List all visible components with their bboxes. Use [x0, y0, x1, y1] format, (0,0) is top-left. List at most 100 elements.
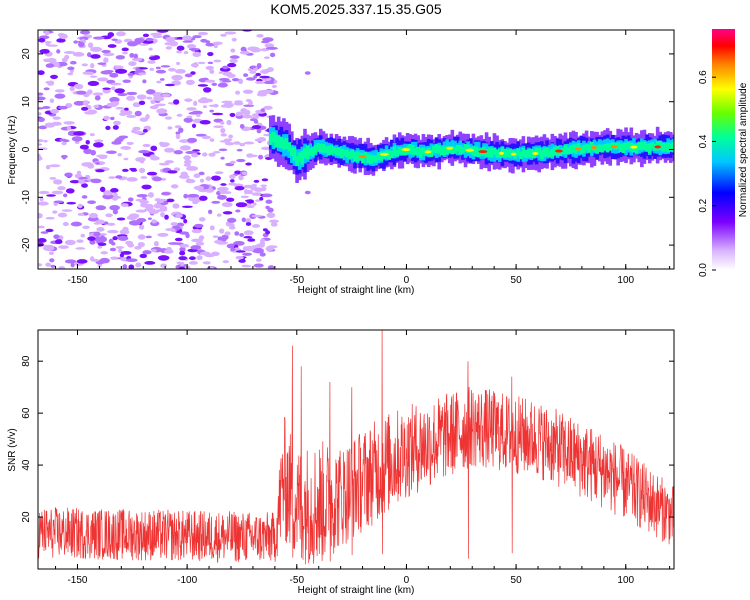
spectrogram-signal-cell	[568, 145, 573, 154]
spectrogram-noise-blob	[246, 199, 255, 204]
spectrogram-noise-blob	[230, 48, 236, 53]
spectrogram-noise-blob	[116, 217, 126, 221]
snr-ytick-label: 20	[21, 511, 32, 523]
spectrogram-noise-blob	[218, 228, 225, 234]
spectrogram-signal-cell	[576, 143, 581, 152]
spectrogram-noise-blob	[149, 67, 155, 71]
spectrogram-signal-cell	[642, 141, 647, 150]
spectrogram-noise-blob	[62, 155, 67, 160]
spectrogram-noise-blob	[114, 88, 125, 94]
spectrogram-noise-blob	[127, 243, 135, 248]
spectrogram-noise-blob	[224, 141, 235, 146]
spectrogram-noise-blob	[134, 110, 142, 117]
spectrogram-noise-blob	[178, 127, 184, 133]
spectrogram-noise-blob	[38, 92, 44, 96]
spectrogram-noise-blob	[45, 216, 55, 220]
spectrogram-noise-blob	[89, 239, 96, 245]
spectrogram-noise-blob	[243, 104, 255, 107]
spectrogram-noise-blob	[113, 65, 122, 70]
spectrogram-noise-blob	[205, 176, 212, 181]
spectrogram-noise-blob	[109, 247, 117, 252]
spectrogram-noise-blob	[123, 110, 133, 116]
spectrogram-noise-blob	[107, 229, 119, 234]
spectrogram-noise-blob	[93, 104, 100, 109]
spectrogram-noise-blob	[236, 158, 246, 163]
spectrogram-signal-cell	[363, 152, 368, 159]
spectrogram-noise-blob	[128, 220, 141, 226]
spectrogram-ytick-label: 10	[21, 96, 32, 108]
snr-marks	[38, 330, 674, 565]
spectrogram-noise-blob	[178, 266, 185, 269]
snr-xtick-label: 0	[404, 575, 410, 586]
spectrogram-noise-blob	[236, 148, 243, 152]
spectrogram-noise-blob	[50, 108, 59, 114]
spectrogram-noise-blob	[117, 93, 128, 97]
spectrogram-noise-blob	[201, 135, 212, 140]
spectrogram-noise-blob	[78, 176, 88, 180]
spectrogram-noise-blob	[189, 261, 198, 265]
spectrogram-signal-cell	[284, 137, 289, 149]
spectrogram-noise-blob	[235, 111, 242, 117]
spectrogram-noise-blob	[126, 114, 137, 119]
chart-title: KOM5.2025.337.15.35.G05	[270, 1, 441, 17]
spectrogram-noise-blob	[99, 257, 110, 264]
spectrogram-noise-blob	[220, 156, 225, 160]
spectrogram-noise-blob	[193, 173, 201, 178]
spectrogram-signal-cell	[455, 145, 460, 152]
spectrogram-noise-blob	[166, 198, 175, 203]
spectrogram-noise-blob	[198, 217, 206, 222]
spectrogram-noise-blob	[259, 75, 271, 79]
spectrogram-noise-blob	[142, 143, 151, 148]
spectrogram-noise-blob	[107, 222, 116, 226]
spectrogram-signal-cell	[537, 148, 542, 156]
spectrogram-noise-blob	[152, 176, 163, 182]
spectrogram-noise-blob	[126, 215, 138, 221]
spectrogram-signal-cell	[671, 142, 674, 152]
spectrogram-noise-blob	[115, 106, 125, 110]
snr-ticks: -150 -100 -50 0 50 100 20 40 60 80	[21, 330, 674, 586]
spectrogram-noise-blob	[95, 205, 107, 211]
spectrogram-noise-blob	[202, 261, 211, 265]
spectrogram-noise-blob	[234, 231, 240, 236]
spectrogram-noise-blob	[216, 213, 222, 217]
spectrogram-x-label: Height of straight line (km)	[298, 285, 415, 296]
spectrogram-noise-blob	[175, 131, 181, 135]
spectrogram-signal-cell	[442, 145, 447, 155]
spectrogram-noise-blob	[145, 37, 154, 42]
spectrogram-signal-cell	[661, 143, 665, 152]
spectrogram-noise-blob	[190, 71, 196, 75]
spectrogram-noise-blob	[229, 174, 236, 180]
spectrogram-signal-cell	[516, 148, 520, 157]
spectrogram-noise-blob	[48, 251, 54, 256]
spectrogram-noise-blob	[75, 90, 87, 95]
spectrogram-noise-blob	[80, 30, 91, 35]
spectrogram-marks	[38, 30, 674, 269]
spectrogram-noise-blob	[126, 91, 138, 96]
spectrogram-noise-blob	[197, 31, 209, 36]
spectrogram-noise-blob	[87, 42, 94, 48]
spectrogram-noise-blob	[188, 256, 196, 261]
spectrogram-signal-cell	[334, 147, 339, 156]
spectrogram-noise-blob	[89, 133, 95, 137]
spectrogram-noise-blob	[134, 130, 144, 135]
spectrogram-noise-blob	[73, 40, 79, 44]
spectrogram-signal-cell	[366, 153, 370, 164]
spectrogram-noise-blob	[226, 197, 235, 202]
spectrogram-noise-blob	[213, 44, 218, 49]
spectrogram-noise-blob	[133, 53, 139, 59]
spectrogram-ytick-label: -20	[21, 237, 32, 252]
spectrogram-noise-blob	[47, 44, 59, 47]
spectrogram-noise-blob	[245, 230, 253, 236]
spectrogram-noise-blob	[81, 63, 88, 67]
spectrogram-peak-cell	[446, 146, 453, 150]
spectrogram-signal-cell	[487, 147, 492, 158]
spectrogram-noise-blob	[183, 193, 189, 199]
spectrogram-noise-blob	[64, 172, 73, 178]
spectrogram-noise-blob	[239, 142, 246, 147]
spectrogram-noise-blob	[208, 209, 213, 215]
spectrogram-signal-cell	[418, 147, 423, 158]
spectrogram-signal-cell	[579, 146, 584, 155]
spectrogram-signal-cell	[397, 146, 402, 154]
spectrogram-signal-cell	[563, 144, 568, 154]
spectrogram-noise-blob	[244, 189, 249, 195]
